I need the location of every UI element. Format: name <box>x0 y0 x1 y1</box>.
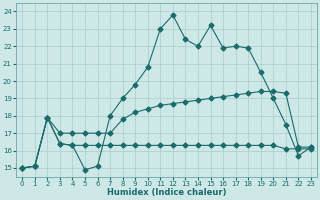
X-axis label: Humidex (Indice chaleur): Humidex (Indice chaleur) <box>107 188 226 197</box>
